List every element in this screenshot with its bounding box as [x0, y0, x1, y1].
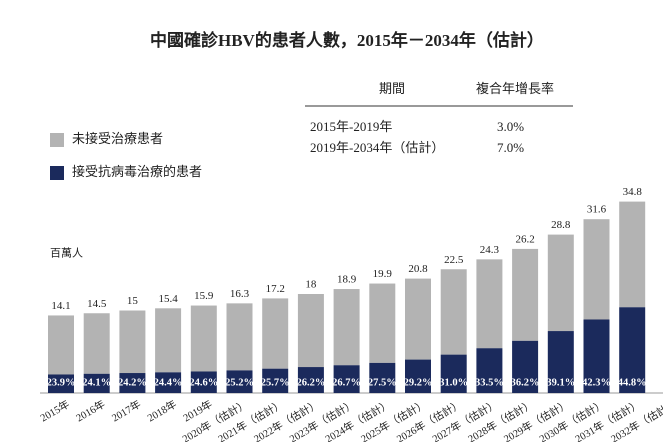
total-label: 28.8: [551, 219, 571, 231]
bar-untreated: [48, 315, 74, 375]
bar-treated: [547, 331, 574, 393]
bar-treated: [262, 368, 289, 393]
bar-treated: [405, 359, 431, 393]
bar-untreated: [583, 219, 610, 320]
bar-treated: [226, 370, 253, 393]
bar-treated: [476, 348, 503, 393]
bar-untreated: [547, 234, 574, 332]
bar-untreated: [476, 259, 503, 349]
bar-treated: [119, 373, 146, 393]
total-label: 15: [127, 295, 139, 307]
total-label: 15.9: [194, 290, 214, 302]
legend-swatch: [50, 166, 64, 180]
total-label: 19.9: [373, 268, 393, 280]
table-header: 複合年增長率: [476, 81, 554, 96]
x-tick-label: 2017年: [109, 397, 143, 424]
share-label: 42.3%: [582, 377, 611, 388]
unit-label: 百萬人: [50, 247, 83, 260]
total-label: 15.4: [158, 293, 178, 305]
total-label: 22.5: [444, 254, 464, 266]
total-label: 24.3: [480, 244, 500, 256]
share-label: 39.1%: [546, 377, 575, 388]
bar-untreated: [405, 278, 431, 360]
x-tick-label: 2015年: [38, 397, 72, 424]
share-label: 31.0%: [439, 377, 468, 388]
total-label: 14.1: [51, 300, 70, 312]
table-header: 期間: [379, 81, 405, 96]
bar-untreated: [226, 303, 253, 371]
bar-untreated: [619, 201, 646, 308]
share-label: 24.2%: [118, 377, 147, 388]
bar-treated: [48, 374, 74, 393]
total-label: 16.3: [230, 288, 250, 300]
bar-treated: [190, 371, 217, 393]
bar-untreated: [83, 313, 110, 374]
x-tick-label: 2016年: [74, 397, 108, 424]
bar-treated: [512, 340, 539, 393]
bar-untreated: [512, 248, 539, 341]
share-label: 29.2%: [404, 377, 433, 388]
bar-treated: [369, 362, 396, 393]
legend-swatch: [50, 133, 64, 147]
share-label: 26.2%: [296, 377, 325, 388]
bar-treated: [297, 367, 324, 393]
bar-treated: [333, 365, 360, 393]
total-label: 31.6: [587, 204, 607, 216]
bar-untreated: [297, 294, 324, 368]
total-label: 14.5: [87, 298, 107, 310]
table-cell: 2015年-2019年: [310, 119, 392, 134]
bar-untreated: [119, 310, 146, 374]
x-tick-label: 2018年: [145, 397, 179, 424]
share-label: 25.2%: [225, 377, 254, 388]
table-cell: 2019年-2034年（估計）: [310, 140, 444, 155]
legend-label: 接受抗病毒治療的患者: [72, 164, 202, 179]
bar-treated: [583, 319, 610, 393]
bar-untreated: [155, 308, 182, 373]
share-label: 24.1%: [82, 377, 111, 388]
total-label: 20.8: [408, 263, 428, 275]
bar-untreated: [190, 305, 217, 372]
chart-title: 中國確診HBV的患者人數，2015年－2034年（估計）: [150, 30, 544, 50]
share-label: 24.6%: [189, 377, 218, 388]
share-label: 24.4%: [154, 377, 183, 388]
bar-treated: [619, 307, 646, 393]
share-label: 33.5%: [475, 377, 504, 388]
bar-treated: [83, 373, 110, 393]
table-cell: 3.0%: [497, 119, 524, 134]
total-label: 18.9: [337, 274, 357, 286]
bar-untreated: [369, 283, 396, 363]
total-label: 17.2: [266, 283, 285, 295]
share-label: 27.5%: [368, 377, 397, 388]
bar-untreated: [440, 269, 467, 355]
share-label: 44.8%: [618, 377, 647, 388]
share-label: 26.7%: [332, 377, 361, 388]
total-label: 26.2: [515, 233, 534, 245]
legend-label: 未接受治療患者: [72, 131, 163, 146]
share-label: 36.2%: [511, 377, 540, 388]
total-label: 34.8: [623, 186, 643, 198]
share-label: 23.9%: [47, 377, 76, 388]
bar-untreated: [333, 289, 360, 366]
bar-treated: [440, 354, 467, 393]
bar-untreated: [262, 298, 289, 369]
table-cell: 7.0%: [497, 140, 524, 155]
bar-treated: [155, 372, 182, 393]
share-label: 25.7%: [261, 377, 290, 388]
total-label: 18: [305, 279, 317, 291]
